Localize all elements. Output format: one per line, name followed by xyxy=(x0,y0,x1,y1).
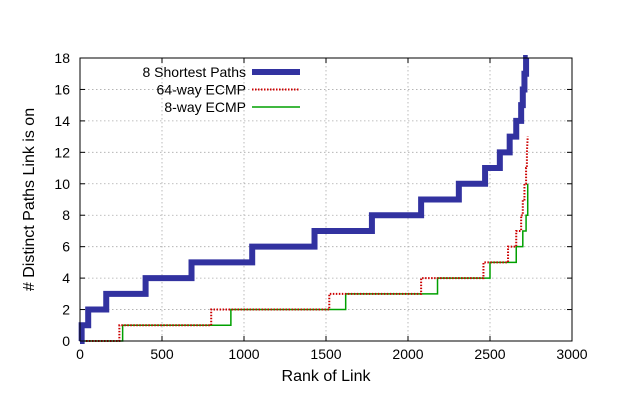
x-tick-label: 3000 xyxy=(556,346,587,362)
y-tick-label: 10 xyxy=(54,176,70,192)
y-tick-label: 16 xyxy=(54,81,70,97)
x-tick-label: 2500 xyxy=(474,346,505,362)
y-tick-label: 0 xyxy=(62,333,70,349)
x-tick-label: 1500 xyxy=(310,346,341,362)
series-line-2 xyxy=(80,183,529,342)
grid-layer xyxy=(79,57,573,342)
x-tick-label: 500 xyxy=(150,346,174,362)
y-tick-label: 12 xyxy=(54,144,70,160)
y-tick-label: 6 xyxy=(62,239,70,255)
series-line-1 xyxy=(80,136,529,342)
y-tick-label: 18 xyxy=(54,50,70,66)
legend-label: 8 Shortest Paths xyxy=(142,64,246,80)
legend-label: 64-way ECMP xyxy=(157,82,246,98)
x-axis-label: Rank of Link xyxy=(282,368,372,385)
series-line-0 xyxy=(78,55,530,344)
y-tick-label: 14 xyxy=(54,113,70,129)
y-tick-label: 2 xyxy=(62,302,70,318)
x-tick-label: 2000 xyxy=(392,346,423,362)
y-tick-label: 4 xyxy=(62,270,70,286)
series-layer xyxy=(78,55,530,344)
x-tick-label: 0 xyxy=(76,346,84,362)
tick-layer: 0 500 1000 1500 2000 2500 3000 0 2 4 6 8 10 12 14 16 18 xyxy=(54,50,587,362)
y-tick-label: 8 xyxy=(62,207,70,223)
x-tick-label: 1000 xyxy=(228,346,259,362)
y-axis-label: # Distinct Paths Link is on xyxy=(21,108,38,291)
legend-label: 8-way ECMP xyxy=(164,99,246,115)
